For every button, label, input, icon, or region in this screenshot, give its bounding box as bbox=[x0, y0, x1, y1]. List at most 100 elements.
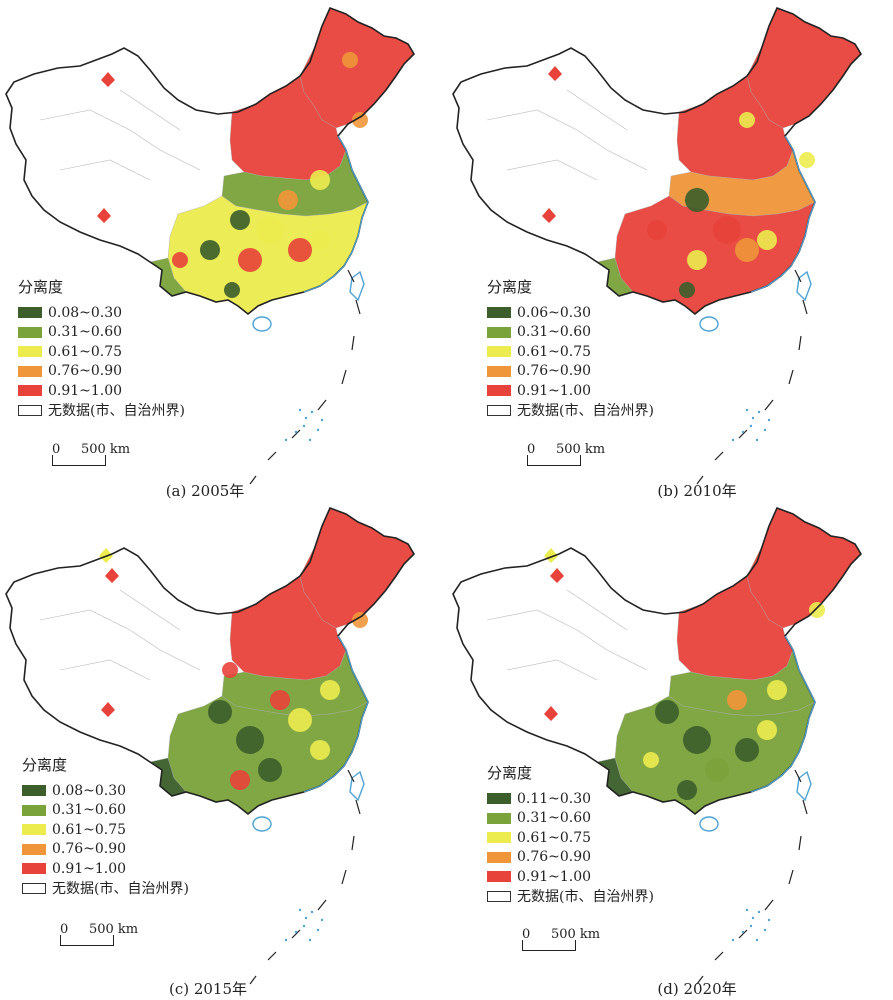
island-dot bbox=[751, 916, 755, 920]
legend-label: 0.91~1.00 bbox=[517, 868, 592, 885]
city-patch bbox=[270, 690, 290, 710]
legend-swatch bbox=[487, 365, 511, 377]
hainan bbox=[252, 316, 272, 332]
legend-item: 0.08~0.30 bbox=[22, 781, 189, 801]
nine-dash-segment bbox=[341, 869, 347, 885]
legend-swatch bbox=[487, 385, 511, 397]
island-dot bbox=[755, 438, 759, 442]
nine-dash-segment bbox=[291, 929, 301, 939]
city-patch bbox=[288, 238, 312, 262]
legend-label: 0.61~0.75 bbox=[52, 821, 127, 838]
legend-swatch-nodata bbox=[487, 890, 511, 902]
island-dot bbox=[763, 928, 767, 932]
legend-item: 无数据(市、自治州界) bbox=[22, 879, 189, 899]
city-patch bbox=[230, 770, 250, 790]
legend-swatch bbox=[18, 346, 42, 358]
legend-label-nodata: 无数据(市、自治州界) bbox=[48, 403, 185, 420]
legend-swatch bbox=[22, 863, 46, 875]
scale-zero: 0 bbox=[60, 922, 69, 937]
island-dot bbox=[316, 428, 320, 432]
legend-swatch bbox=[18, 307, 42, 319]
legend-swatch bbox=[487, 832, 511, 844]
panel-caption: (b) 2010年 bbox=[657, 482, 737, 500]
legend-item: 0.91~1.00 bbox=[487, 381, 654, 401]
nine-dash-segment bbox=[291, 429, 301, 439]
island-dot bbox=[767, 418, 771, 422]
nine-dash-segment bbox=[696, 975, 704, 985]
isolated-city bbox=[542, 208, 556, 223]
city-patch bbox=[683, 726, 711, 754]
city-patch bbox=[679, 282, 695, 298]
map-layer bbox=[452, 6, 863, 485]
hainan bbox=[699, 816, 719, 832]
scale-bar: 0 500 km bbox=[522, 927, 600, 951]
legend-item: 0.08~0.30 bbox=[18, 303, 185, 323]
city-patch bbox=[320, 680, 340, 700]
island-dot bbox=[294, 430, 298, 434]
internal-boundaries bbox=[39, 589, 201, 681]
legend-swatch-nodata bbox=[487, 404, 511, 416]
legend-label: 0.91~1.00 bbox=[517, 382, 592, 399]
legend-item: 0.31~0.60 bbox=[487, 323, 654, 343]
nine-dash-segment bbox=[696, 475, 704, 485]
scale-label: 500 km bbox=[88, 922, 139, 937]
legend-item: 0.11~0.30 bbox=[487, 789, 654, 809]
scale-ticks bbox=[522, 940, 576, 951]
map-layer bbox=[5, 506, 416, 985]
island-dot bbox=[284, 938, 288, 942]
city-patch bbox=[677, 780, 697, 800]
city-patch bbox=[735, 738, 759, 762]
legend-swatch bbox=[22, 804, 46, 816]
city-patch bbox=[200, 240, 220, 260]
nine-dash-segment bbox=[788, 869, 794, 885]
isolated-city bbox=[101, 72, 115, 87]
legend-label-nodata: 无数据(市、自治州界) bbox=[52, 881, 189, 898]
legend-swatch bbox=[487, 851, 511, 863]
legend-swatch-nodata bbox=[22, 882, 46, 894]
scale-label: 500 km bbox=[80, 442, 131, 457]
coastline bbox=[303, 135, 369, 293]
island-dot bbox=[298, 908, 302, 912]
scale-zero: 0 bbox=[522, 927, 531, 942]
panel-caption: (a) 2005年 bbox=[165, 482, 245, 500]
island-dot bbox=[302, 424, 306, 428]
panel-2020: 分离度 0.11~0.30 0.31~0.60 0.61~0.75 0.76~0… bbox=[447, 500, 893, 1000]
city-patch bbox=[230, 210, 250, 230]
legend-label: 0.91~1.00 bbox=[52, 860, 127, 877]
legend-item: 0.31~0.60 bbox=[18, 323, 185, 343]
panel-2005: 分离度 0.08~0.30 0.31~0.60 0.61~0.75 0.76~0… bbox=[0, 0, 446, 500]
nine-dash-segment bbox=[249, 975, 257, 985]
legend-item: 0.61~0.75 bbox=[487, 828, 654, 848]
nine-dash-segment bbox=[714, 951, 724, 961]
city-patch bbox=[278, 190, 298, 210]
island-dot bbox=[310, 410, 314, 414]
island-dot bbox=[749, 424, 753, 428]
legend-item: 0.06~0.30 bbox=[487, 303, 654, 323]
island-dot bbox=[755, 938, 759, 942]
city-patch bbox=[757, 230, 777, 250]
isolated-city bbox=[97, 208, 111, 223]
taiwan bbox=[349, 770, 365, 802]
taiwan bbox=[796, 270, 812, 302]
city-patch bbox=[222, 662, 238, 678]
legend-label-nodata: 无数据(市、自治州界) bbox=[517, 403, 654, 420]
island-dot bbox=[757, 910, 761, 914]
taiwan bbox=[349, 270, 365, 302]
legend-item: 0.91~1.00 bbox=[22, 859, 189, 879]
hainan bbox=[699, 316, 719, 332]
scale-zero: 0 bbox=[527, 442, 536, 457]
city-patch bbox=[705, 758, 729, 782]
city-patch bbox=[643, 752, 659, 768]
scale-bar: 0 500 km bbox=[52, 442, 130, 466]
panel-2010: 分离度 0.06~0.30 0.31~0.60 0.61~0.75 0.76~0… bbox=[447, 0, 893, 500]
legend-label: 0.08~0.30 bbox=[48, 304, 123, 321]
island-dot bbox=[741, 930, 745, 934]
island-dot bbox=[294, 930, 298, 934]
legend-label: 0.76~0.90 bbox=[517, 849, 592, 866]
island-dot bbox=[745, 408, 749, 412]
legend-swatch bbox=[18, 365, 42, 377]
city-patch bbox=[288, 708, 312, 732]
legend-label: 0.61~0.75 bbox=[48, 343, 123, 360]
legend-item: 无数据(市、自治州界) bbox=[18, 401, 185, 421]
internal-boundaries bbox=[39, 89, 201, 181]
